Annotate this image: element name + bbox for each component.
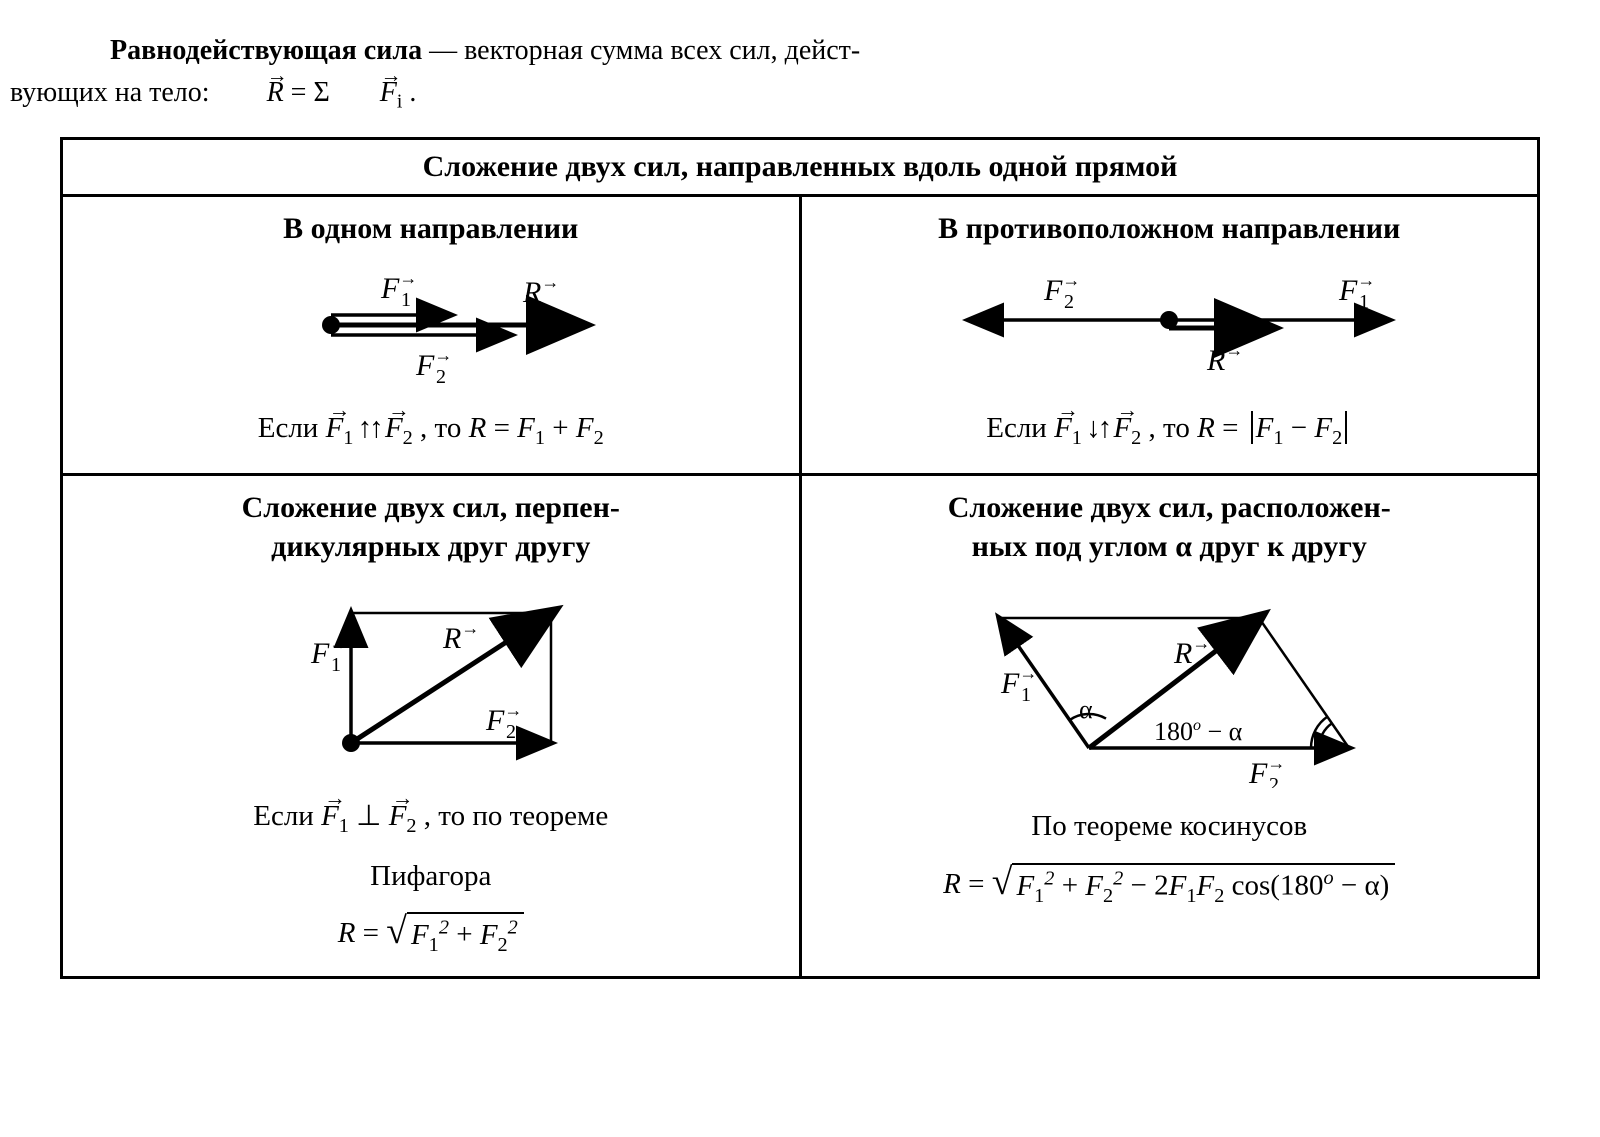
c12-formula: Если F1 ↓↑ F2 , то R = F1 − F2 (820, 404, 1520, 455)
intro-def2: вующих на тело: (10, 77, 217, 108)
svg-text:2: 2 (506, 721, 516, 743)
intro-F: Fi (330, 72, 403, 117)
c21-if: Если F1 ⊥ F2 , то по теореме (81, 792, 781, 843)
svg-text:1: 1 (331, 654, 341, 676)
cell-angle-alpha: Сложение двух сил, расположен- ных под у… (800, 475, 1539, 978)
intro-def1: векторная сумма всех сил, дейст- (464, 35, 860, 66)
c11-title: В одном направлении (81, 209, 781, 248)
c21-title: Сложение двух сил, перпен- дикулярных др… (81, 488, 781, 566)
c21-pyth: Пифагора (81, 852, 781, 901)
intro-period: . (402, 77, 416, 108)
svg-text:F→: F→ (1043, 270, 1080, 307)
c12-diagram: F→ 2 F→ 1 R→ (909, 260, 1429, 390)
main-table: Сложение двух сил, направленных вдоль од… (60, 137, 1540, 979)
c21-formula: R = √F12 + F22 (81, 909, 781, 958)
c22-title: Сложение двух сил, расположен- ных под у… (820, 488, 1520, 566)
intro-R: R (217, 72, 284, 114)
svg-text:1: 1 (1359, 291, 1369, 313)
header-row1: Сложение двух сил, направленных вдоль од… (62, 138, 1539, 195)
svg-text:F→: F→ (1338, 270, 1375, 307)
svg-text:2: 2 (1064, 291, 1074, 313)
cell-opposite-direction: В противоположном направлении F→ 2 F→ (800, 195, 1539, 474)
svg-text:F→: F→ (380, 268, 417, 305)
svg-text:1: 1 (1021, 684, 1031, 706)
svg-text:1: 1 (401, 289, 411, 311)
svg-text:F→: F→ (1000, 663, 1037, 700)
svg-text:2: 2 (1269, 774, 1279, 788)
c22-diagram: F→ 1 F→ 2 R→ α 180o − α (929, 578, 1409, 788)
svg-text:R→: R→ (1173, 633, 1210, 670)
cell-perpendicular: Сложение двух сил, перпен- дикулярных др… (62, 475, 801, 978)
intro-paragraph: Равнодействующая сила — векторная сумма … (60, 30, 1540, 117)
svg-text:α: α (1079, 695, 1093, 724)
svg-text:2: 2 (436, 366, 446, 388)
svg-text:F→: F→ (1248, 753, 1285, 788)
intro-eq: = Σ (284, 77, 330, 108)
svg-text:F→: F→ (415, 345, 452, 382)
c11-diagram: F→ 1 F→ 2 R→ (241, 260, 621, 390)
svg-text:F→: F→ (310, 633, 347, 670)
c11-formula: Если F1 ↑↑ F2 , то R = F1 + F2 (81, 404, 781, 455)
c22-cos-theorem: По теореме косинусов (820, 802, 1520, 851)
svg-text:R→: R→ (1206, 340, 1243, 377)
cell-same-direction: В одном направлении F→ 1 (62, 195, 801, 474)
c12-title: В противоположном направлении (820, 209, 1520, 248)
c22-formula: R = √F12 + F22 − 2F1F2 cos(180o − α) (820, 860, 1520, 909)
intro-dash: — (422, 35, 464, 66)
svg-text:180o − α: 180o − α (1154, 717, 1243, 746)
svg-text:R→: R→ (522, 272, 559, 309)
svg-text:R→: R→ (442, 618, 479, 655)
svg-text:F→: F→ (485, 700, 522, 737)
c21-diagram: F→ 1 F→ 2 R→ (271, 578, 591, 778)
